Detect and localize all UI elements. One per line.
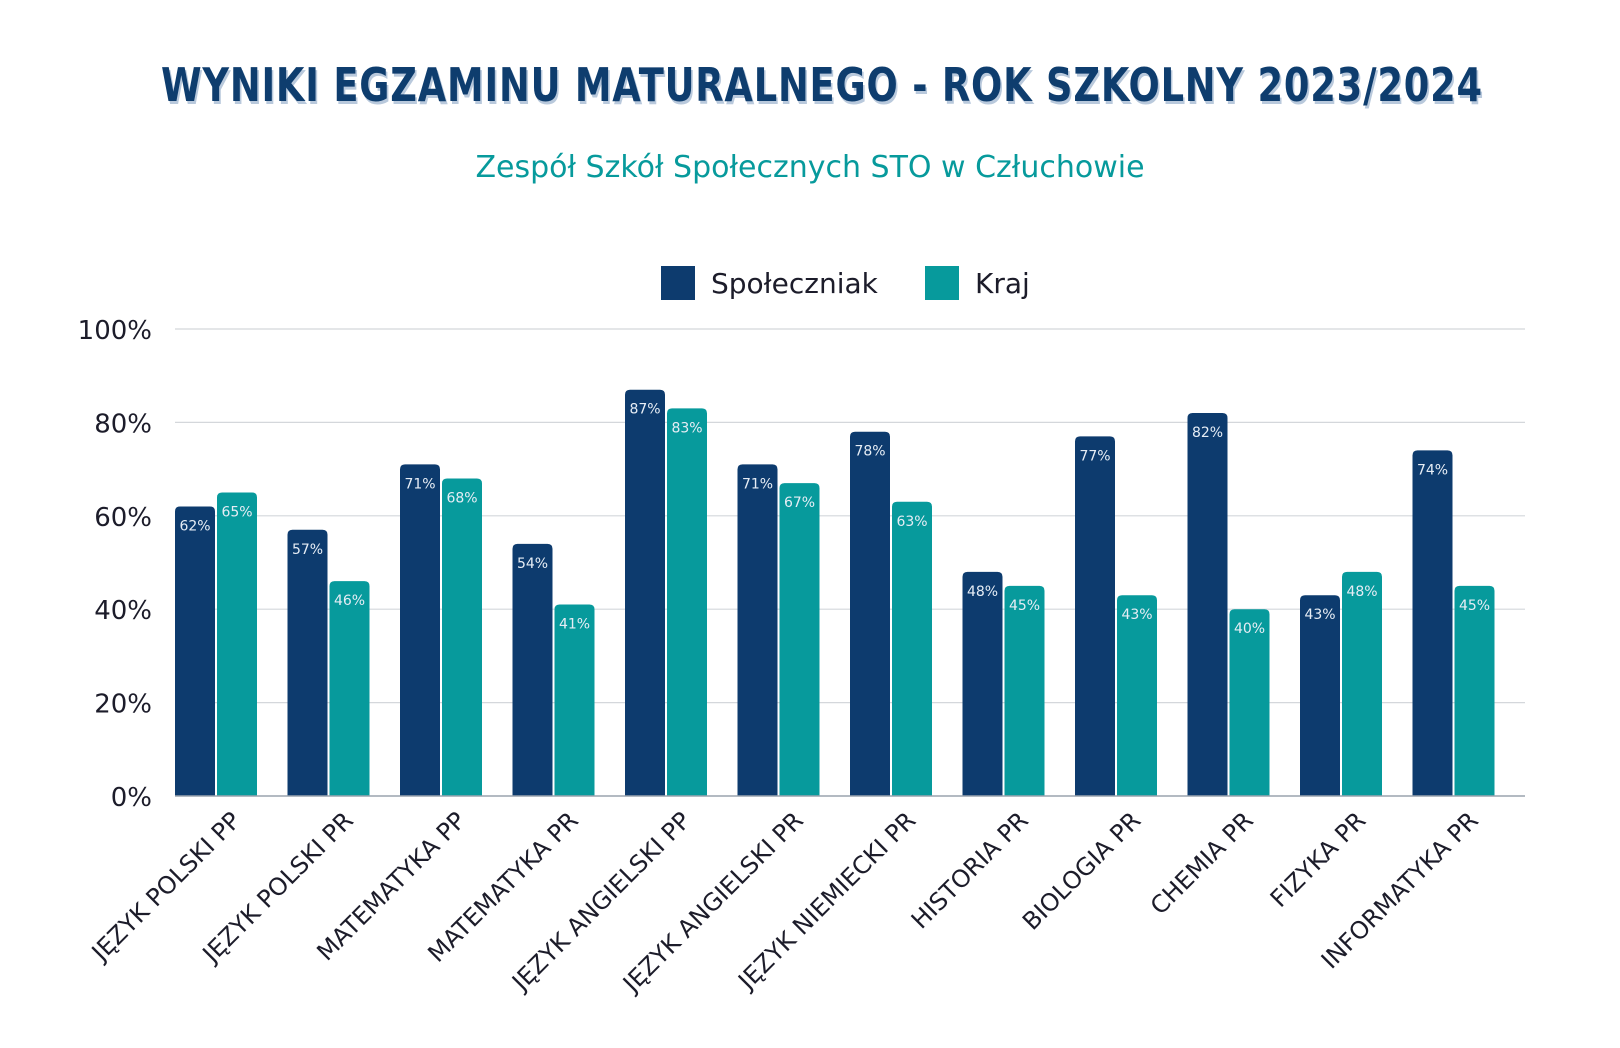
- data-label: 78%: [854, 444, 885, 460]
- y-tick-label: 20%: [94, 690, 152, 720]
- data-label: 65%: [221, 504, 252, 520]
- data-label: 45%: [1459, 598, 1490, 614]
- bar-spoleczniak: [625, 389, 665, 796]
- x-tick-label: FIZYKA PR: [1265, 806, 1371, 912]
- legend-label: Społeczniak: [711, 267, 879, 300]
- x-tick-label: HISTORIA PR: [906, 806, 1034, 934]
- data-label: 68%: [446, 490, 477, 506]
- data-label: 45%: [1009, 598, 1040, 614]
- bar-kraj: [329, 581, 370, 796]
- data-label: 40%: [1234, 621, 1265, 637]
- bar-spoleczniak: [512, 543, 553, 796]
- bar-kraj: [1117, 595, 1157, 796]
- data-label: 48%: [1346, 584, 1377, 600]
- bar-kraj: [554, 604, 595, 796]
- bar-spoleczniak: [1412, 450, 1453, 796]
- legend-label: Kraj: [975, 267, 1030, 300]
- data-label: 77%: [1079, 448, 1110, 464]
- bar-kraj: [892, 501, 932, 796]
- chart-title: WYNIKI EGZAMINU MATURALNEGO - ROK SZKOLN…: [161, 58, 1483, 112]
- data-label: 57%: [292, 542, 323, 558]
- data-label: 48%: [967, 584, 998, 600]
- bar-spoleczniak: [400, 464, 440, 796]
- bar-kraj: [779, 483, 820, 796]
- data-label: 74%: [1417, 462, 1448, 478]
- data-label: 41%: [559, 617, 590, 633]
- bar-kraj: [442, 478, 482, 796]
- data-label: 82%: [1192, 425, 1223, 441]
- bar-spoleczniak: [287, 529, 328, 796]
- data-label: 54%: [517, 556, 548, 572]
- data-label: 46%: [334, 593, 365, 609]
- y-tick-label: 60%: [94, 503, 152, 533]
- data-label: 43%: [1304, 607, 1335, 623]
- data-label: 67%: [784, 495, 815, 511]
- bar-spoleczniak: [962, 571, 1003, 796]
- bar-spoleczniak: [1075, 436, 1115, 796]
- y-tick-label: 40%: [94, 596, 152, 626]
- data-label: 63%: [896, 514, 927, 530]
- y-tick-label: 100%: [78, 316, 152, 346]
- x-tick-label: BIOLOGIA PR: [1017, 806, 1146, 935]
- chart-subtitle: Zespół Szkół Społecznych STO w Człuchowi…: [475, 150, 1145, 185]
- legend-swatch: [661, 266, 695, 300]
- bar-kraj: [1229, 609, 1270, 796]
- bar-spoleczniak: [1300, 595, 1340, 796]
- data-label: 83%: [671, 420, 702, 436]
- bar-kraj: [1004, 585, 1045, 796]
- bar-spoleczniak: [1187, 413, 1228, 796]
- data-label: 62%: [179, 518, 210, 534]
- x-tick-label: JĘZYK ANGIELSKI PR: [616, 806, 808, 998]
- y-tick-label: 0%: [111, 783, 152, 813]
- data-label: 43%: [1121, 607, 1152, 623]
- bar-kraj: [667, 408, 707, 796]
- x-tick-label: CHEMIA PR: [1145, 806, 1259, 920]
- bar-spoleczniak: [850, 431, 890, 796]
- data-label: 71%: [742, 476, 773, 492]
- bar-kraj: [1454, 585, 1495, 796]
- legend-swatch: [925, 266, 959, 300]
- bar-kraj: [1342, 571, 1382, 796]
- bar-spoleczniak: [175, 506, 215, 796]
- data-label: 71%: [404, 476, 435, 492]
- data-label: 87%: [629, 402, 660, 418]
- y-tick-label: 80%: [94, 409, 152, 439]
- bar-kraj: [217, 492, 257, 796]
- bar-spoleczniak: [737, 464, 778, 796]
